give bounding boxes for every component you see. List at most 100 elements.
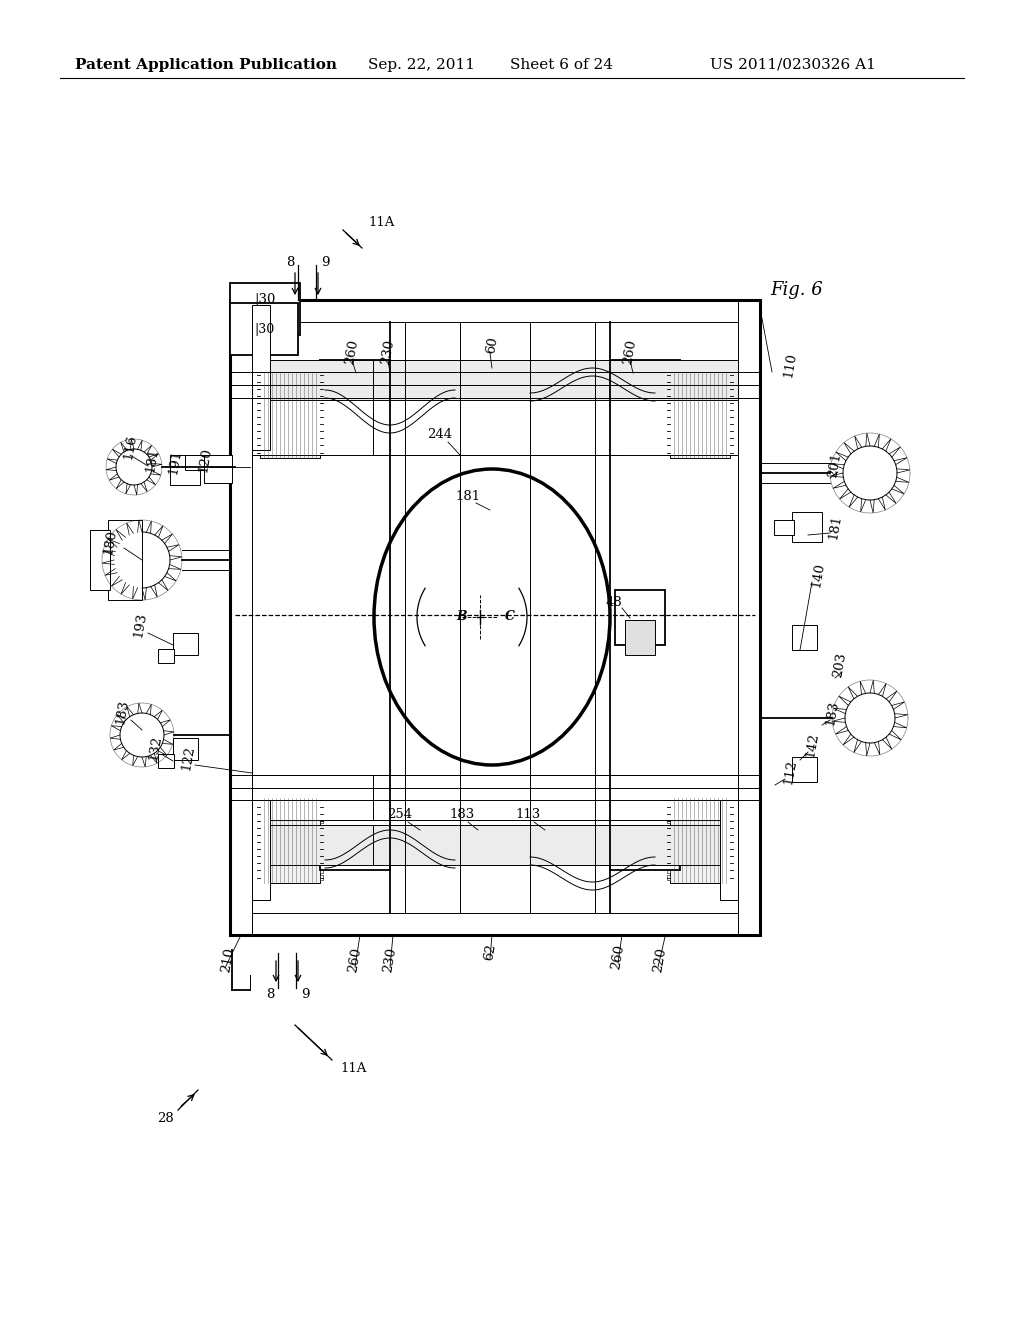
Bar [667,450,670,454]
Bar [319,450,323,454]
Bar [667,429,670,433]
Bar [667,387,670,391]
Bar [667,818,670,822]
Bar [257,393,260,399]
Text: Patent Application Publication: Patent Application Publication [75,58,337,73]
Bar [730,840,733,845]
Bar [230,300,760,322]
Bar [319,818,323,822]
Text: 183: 183 [823,700,841,726]
Bar [730,422,733,426]
Bar [257,847,260,851]
Bar [730,414,733,420]
Bar [230,300,760,935]
Text: 116: 116 [122,433,138,461]
Bar [252,775,617,820]
Text: Sep. 22, 2011: Sep. 22, 2011 [368,58,475,73]
Text: 142: 142 [804,731,820,759]
Bar [667,869,670,873]
Text: |30: |30 [254,323,274,337]
Text: 181: 181 [826,513,844,540]
Circle shape [843,446,897,500]
Text: 201: 201 [826,451,844,479]
Bar [667,414,670,420]
Bar [260,797,319,883]
Bar [730,401,733,405]
Bar [730,805,733,809]
Bar [667,861,670,866]
Bar [730,797,733,801]
Bar [257,414,260,420]
Bar [792,512,822,543]
Bar [319,429,323,433]
Bar [373,389,738,455]
Bar [667,444,670,447]
Bar [257,387,260,391]
Text: 203: 203 [831,652,849,678]
Bar [257,833,260,837]
Bar [730,861,733,866]
Circle shape [369,370,377,378]
Bar [730,436,733,441]
Bar [319,444,323,447]
Bar [319,408,323,412]
Bar [230,913,760,935]
Bar [667,840,670,845]
Bar [257,805,260,809]
Bar [667,854,670,858]
Bar [257,875,260,879]
Bar [667,408,670,412]
Bar [720,800,738,900]
Text: 260: 260 [622,338,639,366]
Bar [185,455,230,470]
Bar [252,800,270,900]
Bar [230,304,298,355]
Bar [667,393,670,399]
Bar [610,360,680,400]
Text: 140: 140 [809,561,826,589]
Circle shape [624,383,632,391]
Bar [257,408,260,412]
Bar [667,372,670,376]
Bar [670,372,730,458]
Bar [257,429,260,433]
Circle shape [624,840,632,847]
Text: 183: 183 [450,808,475,821]
Bar [615,590,665,645]
Bar [257,840,260,845]
Bar [319,436,323,441]
Bar [108,520,142,601]
Bar [738,300,760,935]
Bar [319,422,323,426]
Bar [319,875,323,879]
Text: 28: 28 [157,1111,173,1125]
Text: 8: 8 [266,987,274,1001]
Bar [667,797,670,801]
Bar [204,455,232,483]
Bar [730,818,733,822]
Bar [667,436,670,441]
Bar [319,833,323,837]
Text: 260: 260 [346,946,364,974]
Text: 181: 181 [456,491,480,503]
Text: 210: 210 [219,946,237,974]
Bar [319,812,323,816]
Bar [260,372,319,458]
Bar [319,869,323,873]
Bar [792,756,817,781]
Bar [257,380,260,384]
Bar [667,812,670,816]
Text: 191: 191 [167,449,183,475]
Text: 110: 110 [781,351,799,379]
Bar [610,830,680,870]
Text: Fig. 6: Fig. 6 [770,281,822,300]
Text: 220: 220 [651,946,669,974]
Bar [667,826,670,830]
Bar [373,775,738,820]
Text: 230: 230 [380,338,396,366]
Bar [667,833,670,837]
Bar [257,818,260,822]
Text: 180: 180 [101,528,119,556]
Bar [319,830,390,870]
Bar [730,847,733,851]
